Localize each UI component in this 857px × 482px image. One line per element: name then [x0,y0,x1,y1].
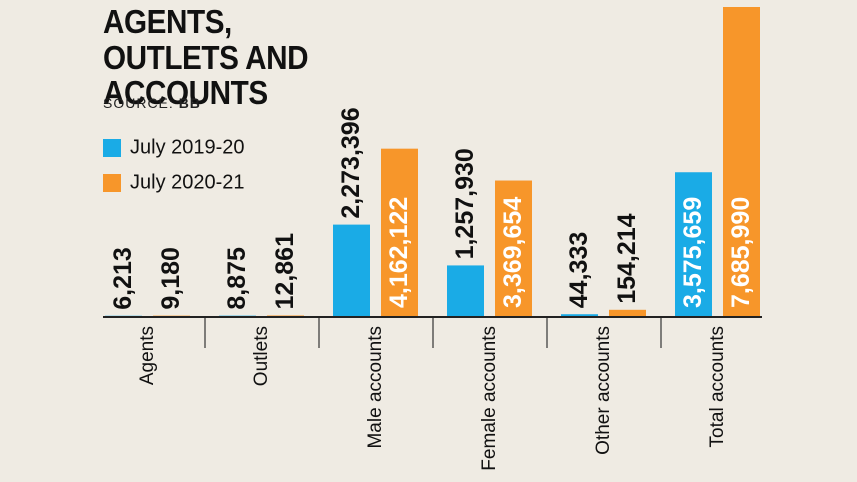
value-label: 12,861 [271,233,299,310]
legend-label: July 2020-21 [130,171,245,193]
x-tick-label: Total accounts [707,326,728,447]
value-label: 7,685,990 [727,197,755,308]
bar [381,148,418,316]
source-name: BB [178,95,201,111]
x-tick-label: Male accounts [365,326,386,449]
legend-label: July 2019-20 [130,136,245,158]
value-label: 44,333 [565,232,593,308]
bar [723,7,760,316]
value-label: 4,162,122 [385,197,413,308]
bar [495,180,532,316]
x-tick-label: Agents [137,326,158,385]
x-tick-label: Female accounts [479,326,500,471]
value-label: 3,575,659 [679,197,707,308]
bar [675,172,712,316]
value-label: 8,875 [223,247,251,310]
bar [267,315,304,316]
value-label: 1,257,930 [451,148,479,259]
bar [609,309,646,316]
legend-swatch [103,139,121,157]
legend-swatch [103,174,121,192]
value-label: 6,213 [109,247,137,310]
chart-title: AGENTS, OUTLETS AND ACCOUNTS [103,3,309,112]
source: SOURCE: BB [103,95,201,111]
x-tick-label: Outlets [251,326,272,386]
x-tick-label: Other accounts [593,326,614,455]
bar [333,224,370,316]
value-label: 154,214 [613,213,641,303]
bar [447,265,484,316]
value-label: 3,369,654 [499,197,527,308]
value-label: 9,180 [157,247,185,310]
bar [561,314,598,316]
value-label: 2,273,396 [337,107,365,218]
source-label: SOURCE: [103,95,174,111]
